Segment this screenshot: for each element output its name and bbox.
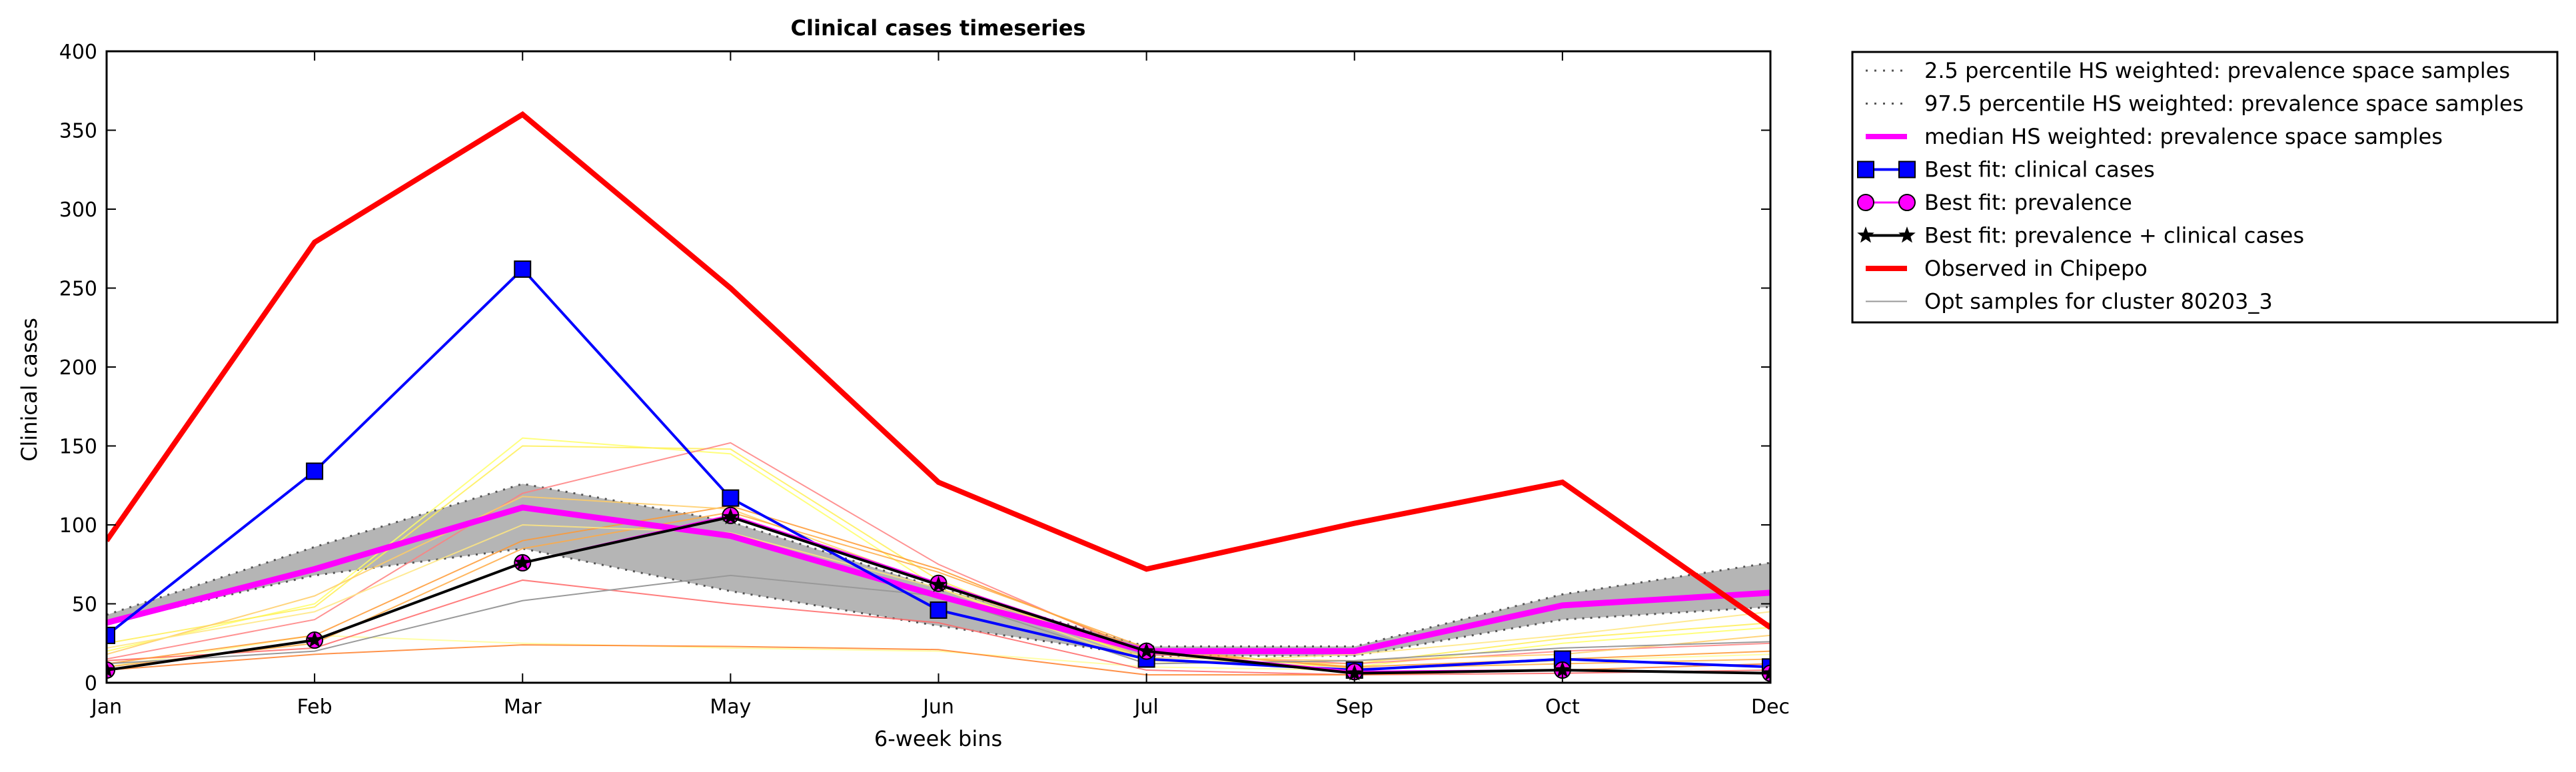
- chart-title: Clinical cases timeseries: [791, 15, 1086, 41]
- legend-entry-6-label: Observed in Chipepo: [1924, 256, 2148, 281]
- y-axis-label: Clinical cases: [17, 318, 42, 462]
- x-tick-label-4: Jun: [922, 695, 954, 719]
- legend-entry-4-marker-a: [1857, 194, 1874, 211]
- x-tick-label-6: Sep: [1335, 695, 1373, 719]
- opt-sample-line-5: [107, 442, 1770, 665]
- legend-entry-3-marker-a: [1857, 161, 1874, 179]
- legend-entry-0-label: 2.5 percentile HS weighted: prevalence s…: [1924, 58, 2510, 83]
- opt-sample-line-8: [107, 512, 1770, 669]
- series-line-median-hs-weighted-prevalence-space-samples: [107, 504, 1770, 655]
- y-tick-label-2: 100: [59, 514, 97, 538]
- legend-entry-7-label: Opt samples for cluster 80203_3: [1924, 289, 2273, 314]
- x-tick-label-8: Dec: [1751, 695, 1790, 719]
- opt-sample-line-3: [107, 579, 1770, 676]
- y-tick-label-0: 0: [85, 672, 97, 695]
- legend-box: [1851, 51, 2559, 324]
- point-best-fit-clinical-cases-0: [107, 626, 115, 644]
- x-tick-label-0: Jan: [90, 695, 122, 719]
- legend-entry-3-label: Best fit: clinical cases: [1924, 157, 2155, 183]
- legend-entry-4-marker-b: [1898, 194, 1916, 211]
- legend-entry-5-marker-b: [1898, 226, 1916, 243]
- point-best-fit-clinical-cases-3: [722, 489, 740, 507]
- point-best-fit-prevalence-clinical-cases-3: [722, 508, 740, 525]
- x-tick-label-3: May: [710, 695, 751, 719]
- y-tick-label-7: 350: [59, 120, 97, 143]
- legend-entry-4-label: Best fit: prevalence: [1924, 190, 2132, 215]
- x-tick-label-2: Mar: [504, 695, 542, 719]
- point-best-fit-prevalence-clinical-cases-1: [306, 631, 323, 647]
- point-best-fit-prevalence-clinical-cases-0: [107, 661, 115, 677]
- legend-entry-2-label: median HS weighted: prevalence space sam…: [1924, 124, 2443, 149]
- y-tick-label-6: 300: [59, 198, 97, 222]
- y-tick-label-3: 150: [59, 436, 97, 459]
- point-best-fit-clinical-cases-4: [930, 601, 948, 619]
- percentile-band: [107, 484, 1770, 656]
- x-tick-label-5: Jul: [1133, 695, 1159, 719]
- plot-area: [107, 111, 1770, 682]
- y-tick-label-4: 200: [59, 356, 97, 380]
- legend-entry-3-marker-b: [1898, 161, 1916, 179]
- point-best-fit-clinical-cases-2: [514, 260, 532, 278]
- series-line-observed-in-chipepo: [107, 111, 1770, 630]
- point-best-fit-prevalence-clinical-cases-8: [1762, 664, 1770, 681]
- point-best-fit-clinical-cases-1: [306, 462, 324, 480]
- x-tick-label-1: Feb: [297, 695, 332, 719]
- point-best-fit-prevalence-clinical-cases-5: [1137, 642, 1155, 659]
- legend: 2.5 percentile HS weighted: prevalence s…: [1851, 51, 2559, 324]
- point-best-fit-prevalence-clinical-cases-4: [930, 576, 948, 592]
- series-line-97-5-percentile: [107, 482, 1770, 647]
- plot-content: [107, 111, 1770, 682]
- point-best-fit-prevalence-clinical-cases-2: [514, 554, 532, 570]
- x-tick-label-7: Oct: [1545, 695, 1580, 719]
- y-tick-label-1: 50: [72, 593, 97, 617]
- axes: 0 50 100 150 200 250 300 350 400 Jan Feb Mar May Jun J…: [59, 41, 1790, 719]
- legend-entry-1-label: 97.5 percentile HS weighted: prevalence …: [1924, 91, 2523, 117]
- y-tick-label-5: 250: [59, 278, 97, 301]
- legend-entry-5-label: Best fit: prevalence + clinical cases: [1924, 223, 2304, 248]
- x-axis-label: 6-week bins: [874, 726, 1002, 751]
- legend-entry-5-marker-a: [1857, 226, 1874, 243]
- y-tick-label-8: 400: [59, 41, 97, 64]
